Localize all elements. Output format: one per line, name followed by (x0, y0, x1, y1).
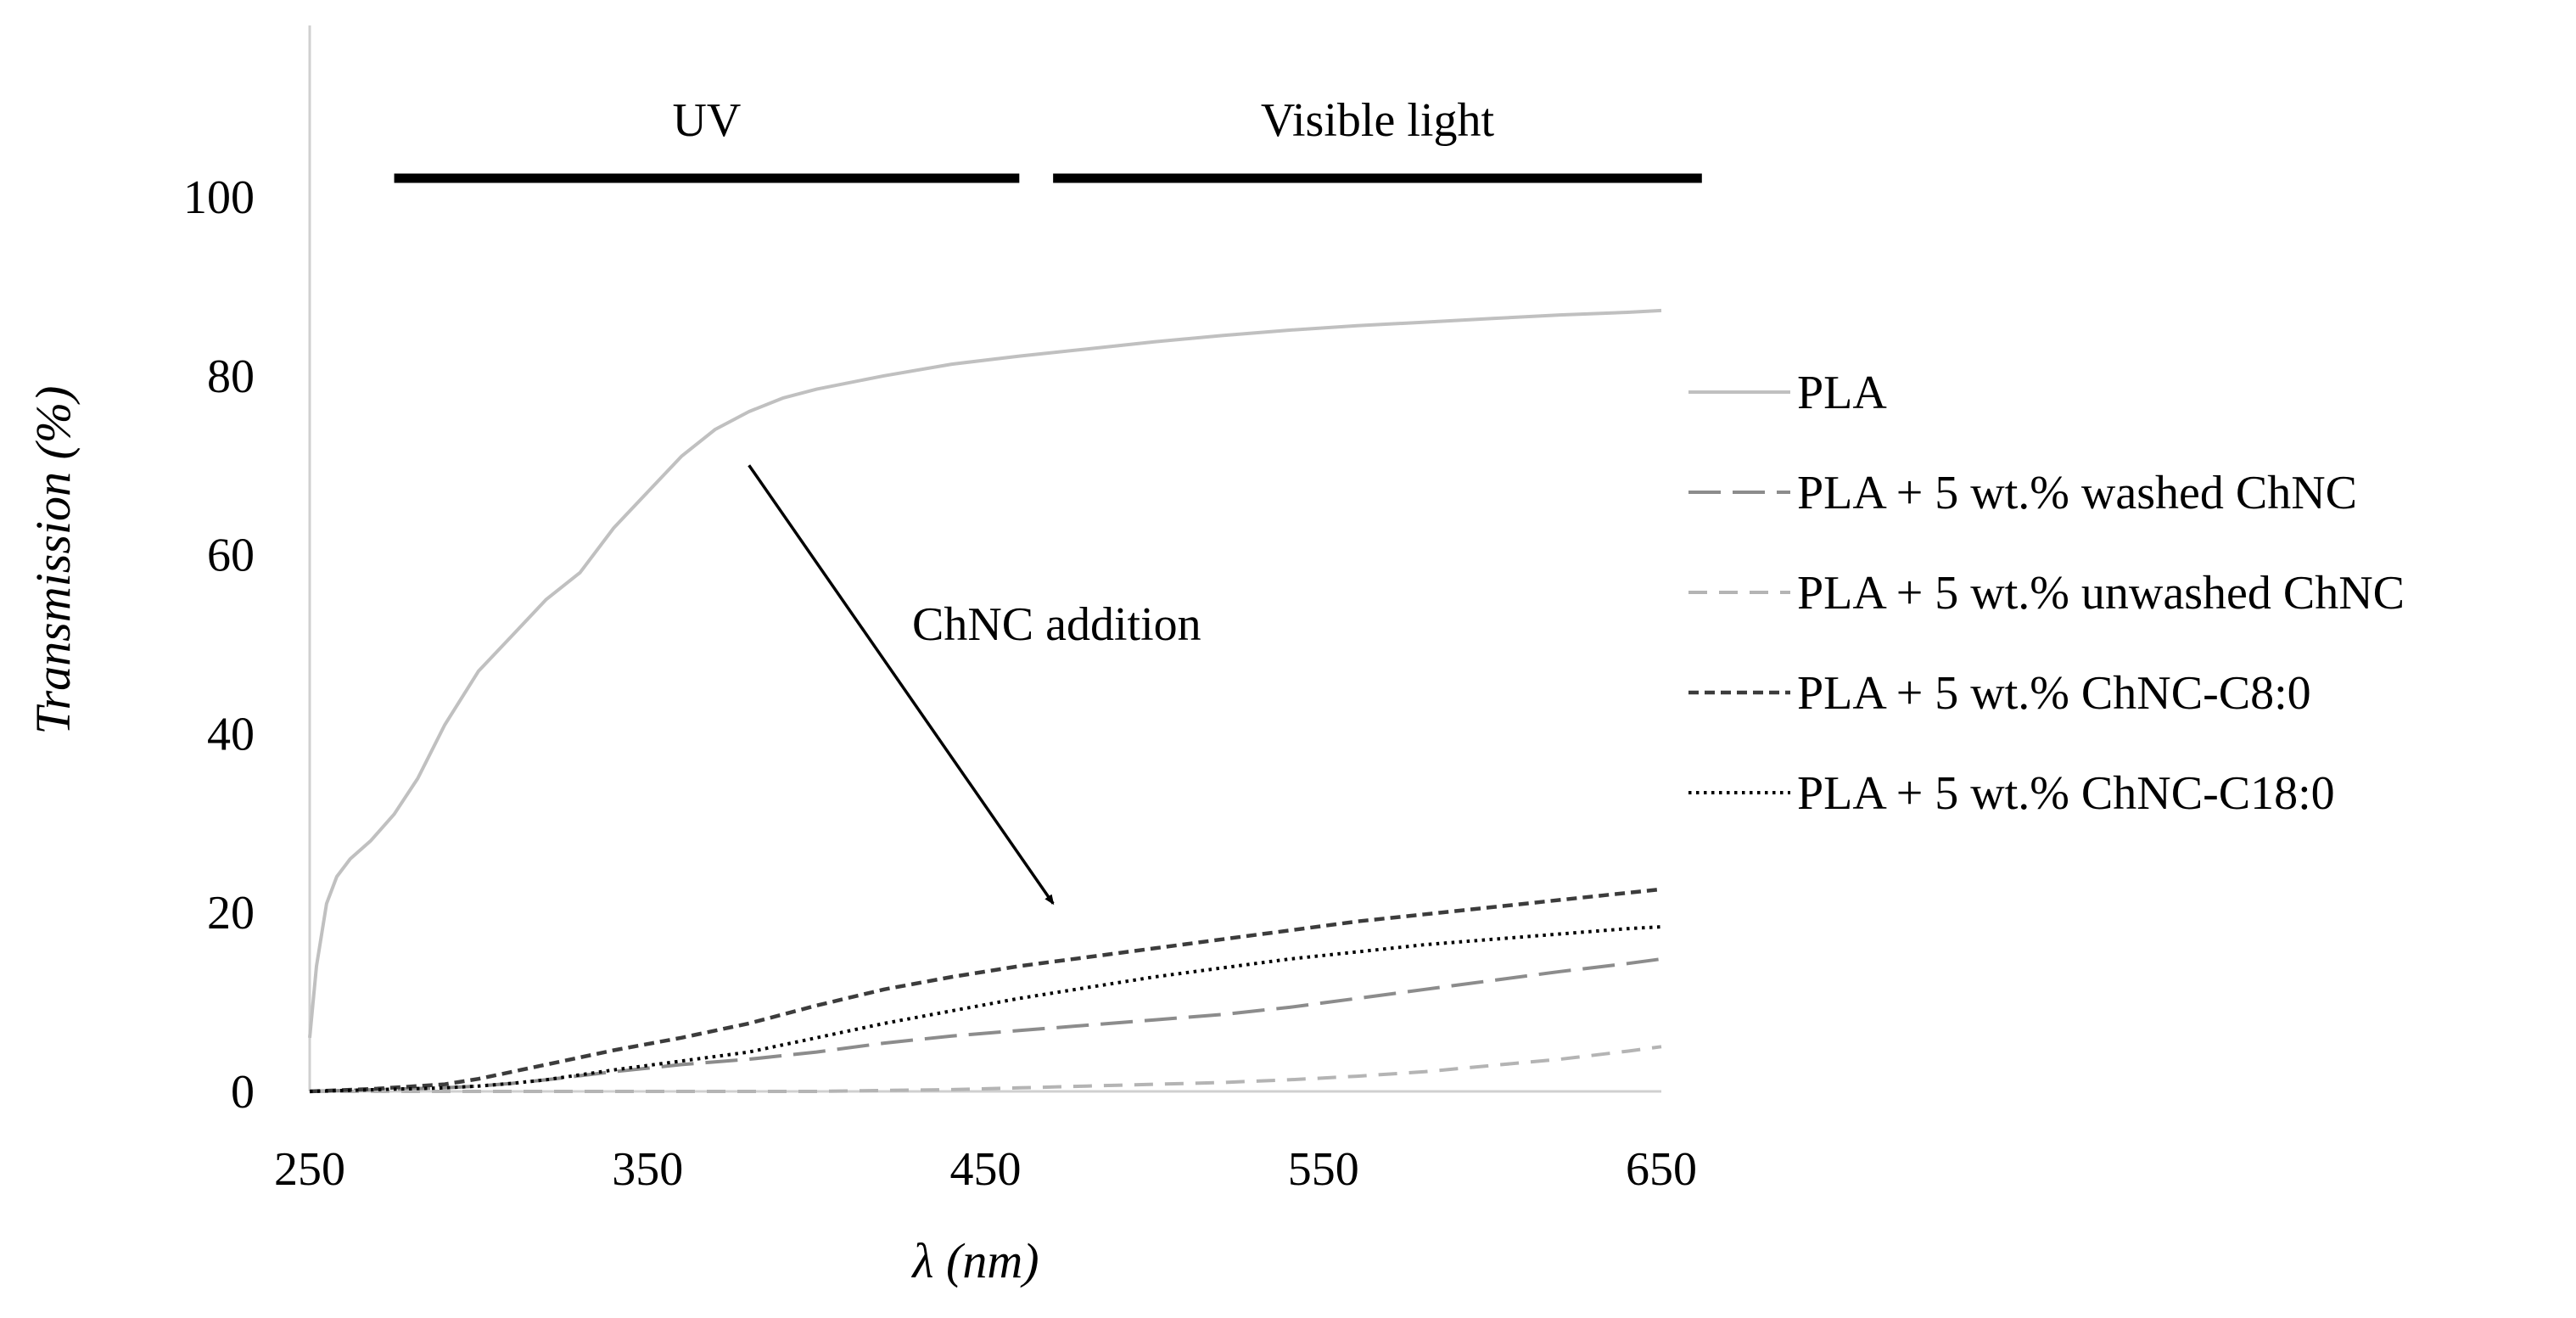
series-line-3 (309, 887, 1662, 1094)
series-line-4 (309, 925, 1662, 1093)
x-tick-label: 250 (274, 1143, 345, 1196)
x-tick-label: 350 (612, 1143, 683, 1196)
legend: PLA PLA + 5 wt.% washed ChNC PLA + 5 wt.% … (1688, 367, 2405, 820)
y-tick-label: 20 (207, 887, 255, 939)
legend-label-3: PLA + 5 wt.% ChNC-C8:0 (1797, 667, 2311, 720)
chnc-addition-label: ChNC addition (912, 598, 1201, 651)
chnc-addition-arrow (748, 464, 1055, 906)
x-tick-label: 450 (950, 1143, 1022, 1196)
band-label-visible: Visible light (1261, 94, 1495, 147)
y-tick-label: 0 (231, 1066, 255, 1119)
x-tick-label: 650 (1626, 1143, 1697, 1196)
y-tick-label: 40 (207, 708, 255, 760)
y-axis-title: Transmission (%) (25, 386, 81, 735)
x-axis-title: λ (nm) (910, 1233, 1039, 1288)
band-label-uv: UV (672, 94, 741, 147)
y-tick-label: 60 (207, 530, 255, 582)
legend-label-0: PLA (1797, 367, 1887, 419)
y-tick-label: 80 (207, 351, 255, 403)
series-line-2 (310, 1045, 1662, 1093)
legend-label-1: PLA + 5 wt.% washed ChNC (1797, 467, 2357, 519)
series-line-1 (309, 957, 1662, 1093)
series-line-0 (308, 308, 1662, 1038)
y-tick-label: 100 (183, 171, 255, 224)
legend-label-2: PLA + 5 wt.% unwashed ChNC (1797, 567, 2405, 620)
legend-label-4: PLA + 5 wt.% ChNC-C18:0 (1797, 767, 2335, 820)
x-tick-label: 550 (1288, 1143, 1359, 1196)
